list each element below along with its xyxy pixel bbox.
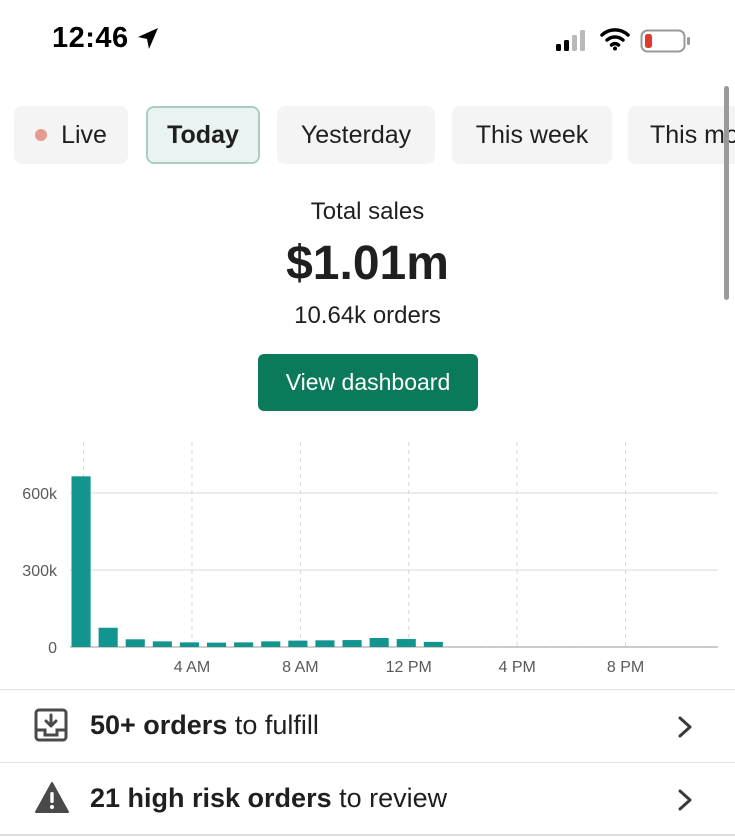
status-bar: 12:46 [0, 0, 735, 80]
bar-10 [342, 640, 362, 647]
bar-0 [71, 476, 91, 647]
scrollbar-thumb[interactable] [724, 86, 729, 300]
bar-8 [288, 640, 308, 647]
sales-bar-chart: 600k 300k 0 4 AM 8 AM 12 PM 4 PM 8 PM [22, 442, 718, 676]
bar-11 [369, 638, 389, 647]
filter-chip-this-week[interactable]: This week [452, 106, 612, 164]
x-tick-label: 8 PM [607, 659, 644, 676]
x-tick-label: 4 AM [174, 659, 210, 676]
bar-6 [234, 642, 254, 647]
filter-chip-today[interactable]: Today [146, 106, 260, 164]
bar-2 [125, 639, 145, 647]
total-sales-label: Total sales [310, 198, 425, 225]
total-sales-value: $1.01m [286, 237, 449, 290]
fulfill-orders-suffix: to fulfill [227, 710, 319, 740]
y-tick-label: 300k [22, 563, 58, 580]
orders-count: 10.64k orders [294, 302, 441, 329]
filter-chip-label: This mo [650, 120, 735, 149]
high-risk-orders-suffix: to review [331, 783, 448, 813]
bar-12 [396, 639, 416, 647]
x-tick-label: 8 AM [282, 659, 318, 676]
bar-3 [152, 641, 172, 647]
divider [0, 834, 735, 836]
fulfill-orders-count: 50+ orders [90, 710, 228, 740]
x-tick-label: 12 PM [386, 659, 432, 676]
status-time: 12:46 [52, 22, 129, 54]
filter-chip-label: Today [167, 120, 239, 149]
location-arrow-icon [138, 28, 158, 49]
bar-13 [423, 641, 443, 647]
filter-chip-label: Live [61, 120, 107, 149]
y-tick-label: 600k [22, 486, 58, 503]
bar-9 [315, 640, 335, 647]
high-risk-orders-count: 21 high risk orders [90, 783, 332, 813]
cellular-signal-icon [556, 30, 585, 51]
filter-chip-label: This week [475, 120, 589, 149]
bar-7 [261, 641, 281, 647]
filter-chip-this-month[interactable]: This mo [628, 106, 735, 164]
fulfill-orders-row[interactable]: 50+ orders to fulfill [0, 689, 735, 761]
live-dot-icon [35, 129, 48, 141]
chevron-right-icon [678, 716, 692, 738]
filter-chip-label: Yesterday [300, 120, 412, 149]
date-filter-bar: Live Today Yesterday This week This mo [0, 104, 735, 168]
fulfill-orders-text: 50+ orders to fulfill [90, 710, 319, 741]
bar-1 [98, 627, 118, 647]
bar-5 [207, 642, 227, 647]
high-risk-orders-text: 21 high risk orders to review [90, 783, 447, 814]
battery-low-icon [640, 29, 690, 53]
y-tick-label: 0 [48, 640, 57, 657]
wifi-icon [600, 28, 630, 51]
filter-chip-yesterday[interactable]: Yesterday [277, 106, 435, 164]
chevron-right-icon [678, 789, 692, 811]
view-dashboard-button[interactable]: View dashboard [258, 354, 478, 411]
high-risk-orders-row[interactable]: 21 high risk orders to review [0, 762, 735, 834]
inbox-download-icon [34, 708, 68, 742]
x-tick-label: 4 PM [498, 659, 535, 676]
warning-triangle-icon [35, 782, 69, 813]
bar-4 [179, 642, 199, 647]
filter-chip-live[interactable]: Live [14, 106, 128, 164]
